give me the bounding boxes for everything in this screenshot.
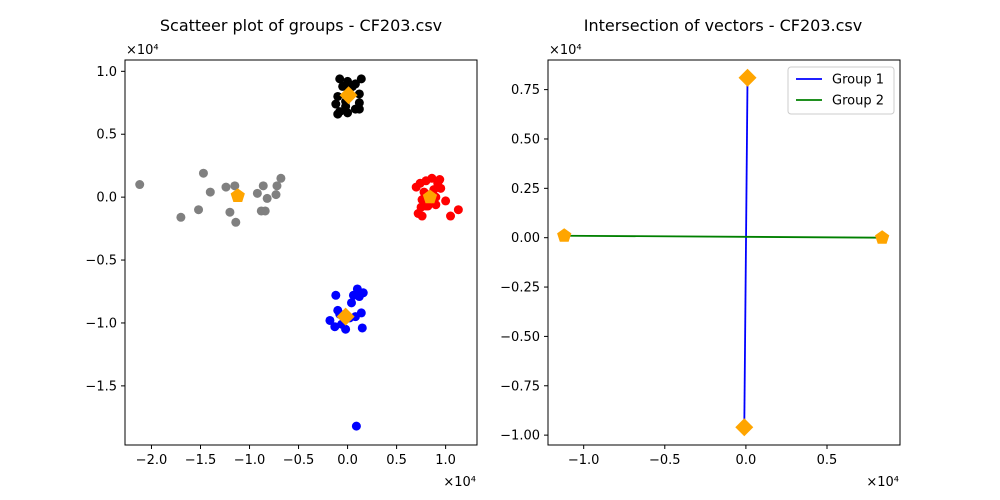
scatter-point-group-2 [354, 104, 364, 114]
vector-y-tick-label: −0.50 [500, 330, 540, 345]
scatter-x-tick-label: 0.0 [337, 453, 358, 468]
scatter-point-group-1 [225, 207, 235, 217]
centroid-marker-3 [422, 189, 438, 204]
vector-y-tick-label: −0.25 [500, 281, 540, 296]
scatter-x-tick-label: −1.0 [234, 453, 266, 468]
scatter-point-group-4 [341, 324, 351, 334]
scatter-point-group-2 [333, 109, 343, 119]
vector-marks [557, 68, 890, 437]
scatter-x-tick-label: −2.0 [136, 453, 168, 468]
vector-y-multiplier: ×10⁴ [549, 43, 582, 58]
vector-endpoint-group-2 [557, 228, 572, 242]
scatter-point-group-2 [343, 108, 353, 118]
scatter-point-group-1 [205, 187, 215, 197]
scatter-y-tick-label: 1.0 [96, 65, 117, 80]
vector-ticks: −1.0 −0.5 0.0 0.5 −1.00 −0.75 −0.50 −0.25 0.00 0.… [500, 83, 837, 468]
centroid-marker-1 [230, 188, 245, 202]
centroid-marker-4 [336, 307, 355, 326]
scatter-plot-panel: Scatteer plot of groups - CF203.csv ×10⁴… [85, 16, 478, 490]
scatter-point-group-4 [358, 288, 368, 298]
scatter-point-group-1 [221, 182, 231, 192]
scatter-point-group-4 [350, 312, 360, 322]
scatter-point-group-1 [230, 181, 240, 191]
vector-endpoint-group-1 [735, 418, 754, 437]
vector-x-tick-label: 0.5 [817, 453, 838, 468]
scatter-point-group-3 [427, 173, 437, 183]
scatter-point-group-2 [356, 74, 366, 84]
vector-endpoint-group-1 [738, 68, 757, 87]
scatter-point-group-3 [421, 201, 431, 211]
vector-y-tick-label: −0.75 [500, 379, 540, 394]
vector-x-tick-label: 0.0 [736, 453, 757, 468]
scatter-y-tick-label: 0.5 [96, 128, 117, 143]
scatter-point-group-1 [252, 188, 262, 198]
scatter-point-group-4 [325, 315, 335, 325]
scatter-point-group-4 [346, 298, 356, 308]
scatter-x-tick-label: 1.0 [435, 453, 456, 468]
vector-line-group-2 [564, 234, 883, 239]
scatter-point-group-1 [260, 206, 270, 216]
scatter-x-multiplier: ×10⁴ [443, 475, 476, 490]
scatter-point-group-3 [441, 196, 451, 206]
scatter-y-multiplier: ×10⁴ [126, 43, 159, 58]
scatter-point-group-4 [331, 290, 341, 300]
scatter-plot-frame [124, 59, 478, 446]
vector-x-multiplier: ×10⁴ [866, 475, 899, 490]
scatter-point-group-1 [272, 181, 282, 191]
scatter-point-group-1 [276, 173, 286, 183]
vector-y-tick-label: 0.00 [511, 231, 540, 246]
scatter-y-tick-label: 0.0 [96, 191, 117, 206]
scatter-y-tick-label: −1.5 [85, 379, 117, 394]
scatter-point-group-1 [231, 217, 241, 227]
scatter-marks [135, 74, 463, 431]
scatter-point-group-1 [194, 205, 204, 215]
scatter-point-group-4 [330, 322, 340, 332]
vector-x-tick-label: −0.5 [649, 453, 681, 468]
scatter-point-group-3 [453, 205, 463, 215]
scatter-y-tick-label: −1.0 [85, 316, 117, 331]
legend-label-group-2: Group 2 [832, 94, 884, 109]
scatter-point-group-3 [436, 183, 446, 193]
scatter-ticks: −2.0 −1.5 −1.0 −0.5 0.0 0.5 1.0 −1.5 −1.0 −0.5 0.0… [85, 65, 456, 468]
scatter-point-group-4 [333, 305, 343, 315]
scatter-y-tick-label: −0.5 [85, 254, 117, 269]
scatter-point-group-4 [351, 421, 361, 431]
scatter-point-group-3 [446, 211, 456, 221]
scatter-point-group-1 [198, 168, 208, 178]
vector-plot-panel: Intersection of vectors - CF203.csv ×10⁴… [500, 16, 901, 490]
vector-endpoint-group-2 [875, 230, 890, 244]
vector-plot-frame [547, 59, 901, 446]
legend-label-group-1: Group 1 [832, 73, 884, 88]
scatter-plot-title: Scatteer plot of groups - CF203.csv [160, 16, 442, 35]
scatter-point-group-1 [262, 193, 272, 203]
scatter-x-tick-label: −0.5 [283, 453, 315, 468]
vector-y-tick-label: 0.50 [511, 132, 540, 147]
scatter-point-group-2 [338, 81, 348, 91]
vector-y-tick-label: 0.75 [511, 83, 540, 98]
vector-y-tick-label: 0.25 [511, 182, 540, 197]
scatter-point-group-2 [335, 74, 345, 84]
scatter-point-group-1 [271, 190, 281, 200]
scatter-point-group-1 [135, 180, 145, 190]
scatter-x-tick-label: 0.5 [386, 453, 407, 468]
scatter-point-group-3 [435, 175, 445, 185]
centroid-marker-2 [339, 86, 358, 105]
vector-x-tick-label: −1.0 [568, 453, 600, 468]
vector-plot-title: Intersection of vectors - CF203.csv [584, 16, 862, 35]
scatter-point-group-3 [417, 211, 427, 221]
legend: Group 1 Group 2 [787, 66, 895, 115]
scatter-x-tick-label: −1.5 [185, 453, 217, 468]
scatter-point-group-2 [354, 89, 364, 99]
vector-line-group-1 [743, 77, 749, 428]
scatter-point-group-2 [333, 91, 343, 101]
vector-y-tick-label: −1.00 [500, 429, 540, 444]
scatter-point-group-1 [258, 181, 268, 191]
scatter-point-group-4 [357, 323, 367, 333]
scatter-point-group-1 [176, 212, 186, 222]
scatter-point-group-2 [331, 99, 341, 109]
